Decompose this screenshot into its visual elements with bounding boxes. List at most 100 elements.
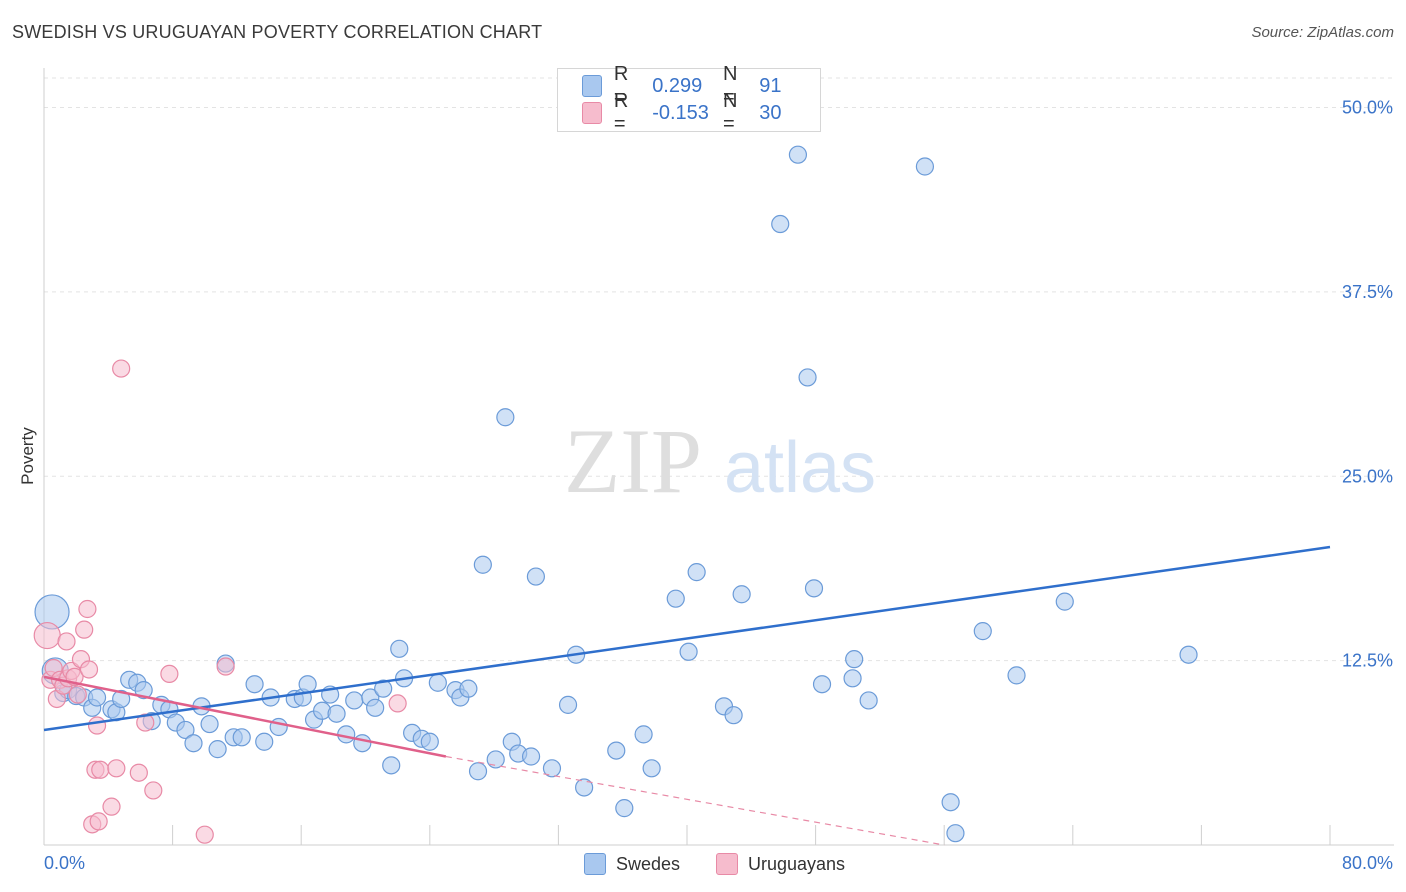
swedes-point — [558, 695, 578, 714]
uruguayans-point — [87, 716, 107, 735]
bottom-legend-swatch-swedes — [584, 853, 606, 875]
stats-legend: R = 0.299 N = 91 R = -0.153 N = 30 — [557, 63, 821, 135]
swedes-point — [112, 689, 131, 709]
x-axis-ticks — [43, 825, 1331, 845]
y-axis-label: Poverty — [18, 427, 37, 485]
swedes-point — [176, 720, 195, 740]
chart-title: SWEDISH VS URUGUAYAN POVERTY CORRELATION… — [12, 22, 543, 42]
legend-n-value: 30 — [759, 101, 782, 124]
swedes-point — [788, 145, 808, 164]
swedes-point — [973, 622, 992, 641]
swedes-point — [724, 706, 743, 725]
source-label: Source: ZipAtlas.com — [1251, 24, 1394, 41]
watermark-atlas: atlas — [724, 428, 876, 508]
swedes-point — [496, 408, 515, 427]
uruguayans-point — [216, 657, 235, 676]
swedes-point — [1179, 645, 1198, 664]
swedes-point — [327, 704, 346, 723]
uruguayans-point — [33, 621, 61, 650]
watermark: ZIP atlas — [564, 410, 876, 512]
uruguayans-point — [129, 763, 148, 782]
swedes-point — [607, 741, 626, 760]
uruguayans-point — [75, 620, 94, 639]
swedes-point — [366, 698, 385, 717]
grid-lines — [44, 77, 1394, 662]
swedes-point — [473, 555, 492, 574]
swedes-point — [615, 799, 634, 818]
swedes-point — [542, 759, 562, 778]
uruguayans-point — [57, 632, 76, 651]
legend-row-uruguayans: R = -0.153 N = 30 — [582, 90, 820, 135]
bottom-legend-label-swedes: Swedes — [616, 853, 681, 874]
swedes-point — [245, 675, 264, 694]
x-tick-label-min: 0.0% — [44, 853, 85, 873]
watermark-zip: ZIP — [564, 410, 702, 512]
swedes-point — [666, 589, 685, 608]
swedes-point — [208, 740, 227, 759]
uruguayans-point — [136, 713, 155, 732]
legend-n-label: N = — [722, 63, 738, 108]
swedes-point — [374, 679, 393, 698]
bottom-legend-uruguayans: Uruguayans — [716, 852, 845, 876]
swedes-point — [420, 732, 439, 751]
swedes-point — [798, 368, 817, 387]
y-tick-label: 12.5% — [1342, 651, 1393, 671]
swedes-point — [486, 750, 505, 769]
swedes-point — [771, 214, 790, 234]
legend-swatch-uruguayans — [582, 102, 602, 124]
swedes-point — [526, 567, 545, 586]
legend-swatch-swedes — [582, 75, 602, 97]
data-points — [33, 145, 1198, 844]
uruguayans-point — [102, 797, 121, 816]
swedes-point — [575, 778, 594, 797]
uruguayans-point — [112, 359, 131, 378]
bottom-legend-label-uruguayans: Uruguayans — [748, 853, 846, 874]
swedes-point — [687, 563, 706, 582]
swedes-point — [184, 734, 203, 753]
swedes-point — [200, 714, 219, 734]
swedes-point — [804, 579, 824, 598]
uruguayans-trend-line — [43, 675, 447, 758]
uruguayans-point — [89, 812, 108, 831]
swedes-point — [468, 762, 488, 781]
swedes-point — [298, 675, 317, 694]
swedes-point — [946, 824, 965, 843]
swedes-point — [255, 732, 274, 751]
uruguayans-point — [195, 825, 214, 844]
swedes-point — [859, 691, 878, 710]
bottom-legend-swedes: Swedes — [584, 852, 680, 876]
y-tick-label: 37.5% — [1342, 282, 1393, 302]
swedes-point — [812, 675, 832, 694]
y-tick-labels: 12.5% 25.0% 37.5% 50.0% — [1342, 98, 1393, 671]
swedes-point — [1007, 666, 1026, 685]
uruguayans-point — [388, 694, 407, 713]
swedes-trend-line — [43, 545, 1331, 732]
uruguayans-point — [144, 781, 163, 800]
swedes-point — [134, 681, 153, 700]
uruguayans-trend-extension — [445, 755, 945, 846]
y-tick-label: 50.0% — [1342, 98, 1393, 118]
legend-r-value: 0.299 — [652, 74, 703, 97]
legend-r-label: R = — [613, 90, 629, 135]
swedes-point — [428, 673, 447, 692]
bottom-legend-swatch-uruguayans — [716, 853, 738, 875]
swedes-point — [382, 756, 401, 775]
legend-row-swedes: R = 0.299 N = 91 — [582, 63, 820, 108]
uruguayans-point — [91, 760, 110, 779]
legend-n-label: N = — [722, 90, 738, 135]
swedes-point — [87, 688, 107, 707]
swedes-point — [915, 157, 935, 176]
uruguayans-point — [79, 660, 99, 679]
swedes-point — [634, 725, 653, 744]
swedes-point — [345, 691, 364, 710]
legend-n-value: 91 — [759, 74, 782, 97]
x-tick-labels: 0.0% 80.0% — [44, 853, 1393, 873]
swedes-point — [679, 642, 698, 661]
swedes-point — [941, 793, 960, 812]
swedes-point — [642, 759, 661, 778]
swedes-point — [1055, 592, 1074, 611]
swedes-point — [845, 650, 864, 669]
uruguayans-point — [78, 599, 97, 619]
swedes-point — [353, 734, 372, 753]
